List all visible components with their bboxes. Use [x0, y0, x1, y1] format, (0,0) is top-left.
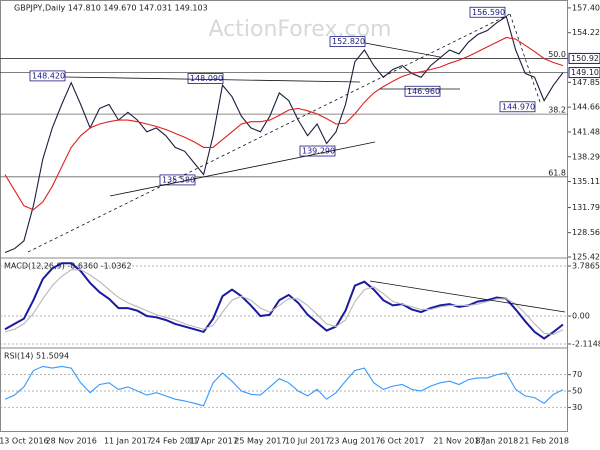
chart-title: GBPJPY,Daily 147.810 149.670 147.031 149… — [14, 4, 208, 13]
x-tick-label: 24 Feb 2017 — [150, 437, 200, 446]
series-line — [4, 269, 564, 336]
trend-line — [109, 141, 376, 197]
y-tick-label: 135.110 — [572, 177, 600, 186]
x-tick-label: 25 May 2017 — [234, 437, 286, 446]
x-tick-label: 6 Oct 2017 — [380, 437, 424, 446]
x-tick-label: 28 Nov 2016 — [46, 437, 97, 446]
x-tick-label: 21 Feb 2018 — [519, 437, 569, 446]
y-tick-label: 30 — [572, 403, 582, 412]
x-tick-label: 13 Oct 2016 — [0, 437, 49, 446]
annotation-label: 135.580 — [162, 175, 195, 184]
trend-line — [64, 76, 361, 83]
level-label: 61.8 — [548, 168, 566, 177]
frame — [0, 0, 568, 432]
x-tick-label: 21 Nov 2017 — [433, 437, 484, 446]
annotation-label: 156.590 — [472, 8, 505, 17]
series-line — [4, 15, 564, 254]
y-tick-label: 157.405 — [572, 3, 600, 12]
annotation-label: 139.290 — [302, 147, 335, 156]
trend-line — [364, 42, 441, 58]
y-tick-label: 70 — [572, 370, 582, 379]
annotation-box — [299, 145, 336, 157]
y-tick-label: 128.560 — [572, 228, 600, 237]
y-tick-label: 154.220 — [572, 28, 600, 37]
y-tick-label: 50 — [572, 387, 582, 396]
annotation-box — [159, 174, 196, 186]
x-tick-label: 11 Apr 2017 — [188, 437, 237, 446]
trend-line — [27, 13, 511, 253]
y-tick-label: -2.1148 — [572, 339, 600, 348]
y-tick-label: 125.425 — [572, 253, 600, 262]
x-tick-label: 11 Jan 2017 — [104, 437, 152, 446]
y-tick-label: 3.7865 — [572, 261, 600, 270]
annotation-box — [329, 36, 366, 48]
price-tag — [568, 52, 600, 64]
annotation-box — [29, 70, 66, 82]
trend-line — [369, 280, 566, 313]
rsi-title: RSI(14) 51.5094 — [4, 352, 69, 361]
x-tick-label: 10 Jul 2017 — [285, 437, 330, 446]
y-tick-label: 0.00 — [572, 312, 590, 321]
series-line — [4, 365, 564, 407]
x-tick-label: 8 Jan 2018 — [475, 437, 518, 446]
y-tick-label: 141.480 — [572, 127, 600, 136]
annotation-box — [469, 6, 506, 18]
price-tag — [568, 67, 600, 79]
y-tick-label: 138.295 — [572, 152, 600, 161]
x-tick-label: 23 Aug 2017 — [329, 437, 380, 446]
y-tick-label: 131.790 — [572, 203, 600, 212]
annotation-label: 146.960 — [407, 87, 440, 96]
annotation-label: 144.970 — [502, 102, 535, 111]
series-line — [4, 36, 564, 211]
annotation-box — [499, 101, 536, 113]
macd-title: MACD(12,26,9) -0.6360 -1.0362 — [4, 262, 132, 271]
y-tick-label: 144.665 — [572, 103, 600, 112]
annotation-label: 152.820 — [332, 37, 365, 46]
annotation-box — [404, 85, 441, 97]
annotation-label: 148.420 — [32, 71, 65, 80]
trend-line — [509, 13, 541, 103]
y-tick-label: 147.850 — [572, 78, 600, 87]
annotation-label: 148.090 — [190, 74, 223, 83]
level-label: 38.2 — [548, 106, 566, 115]
annotation-box — [187, 73, 224, 84]
price-tag-label: 149.103 — [571, 68, 600, 77]
price-tag-label: 150.920 — [571, 54, 600, 63]
level-label: 50.0 — [548, 50, 566, 59]
